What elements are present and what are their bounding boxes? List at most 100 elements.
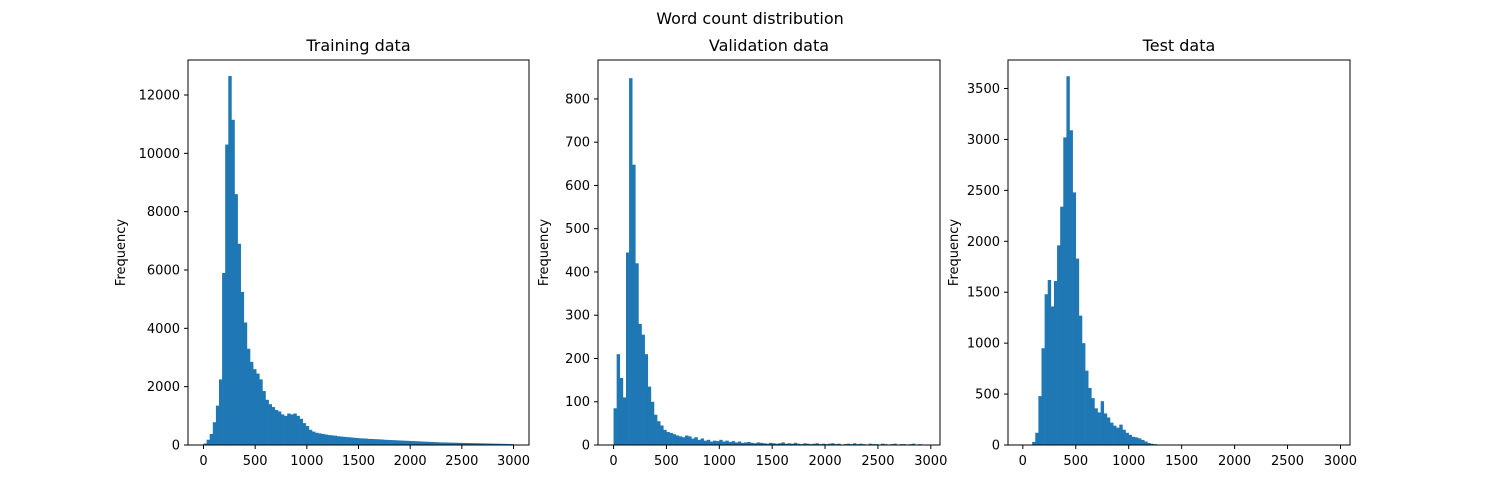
histogram-bar <box>377 439 381 445</box>
histogram-bar <box>1100 401 1105 445</box>
histogram-bar <box>650 401 655 445</box>
histogram-bar <box>685 435 689 445</box>
histogram-bar <box>691 438 695 445</box>
histogram-bar <box>445 442 449 445</box>
histogram-bar <box>688 436 692 445</box>
x-tick-label: 0 <box>199 454 207 469</box>
histogram-bar <box>1085 370 1089 445</box>
histogram-bar <box>703 440 708 445</box>
histogram-bar <box>846 443 851 445</box>
axes-frame <box>1007 59 1351 446</box>
histogram-bar <box>1138 438 1142 445</box>
histogram-bar <box>625 252 630 445</box>
histogram-bar <box>284 415 288 445</box>
histogram-bar <box>657 421 661 445</box>
histogram-bar <box>744 442 748 445</box>
x-tick-label: 1500 <box>342 454 375 469</box>
y-tick-label: 8000 <box>147 205 180 220</box>
figure-title: Word count distribution <box>656 9 844 28</box>
histogram-bar <box>1119 424 1123 445</box>
histogram-bars <box>203 76 514 446</box>
histogram-bar <box>380 439 384 445</box>
histogram-bar <box>274 410 279 445</box>
histogram-bar <box>787 443 792 445</box>
subplot-3: 0 500 1000 1500 2000 2500 3000 0 500 1000 1500 2000… <box>947 36 1357 469</box>
histogram-bar <box>482 443 486 445</box>
y-tick-label: 300 <box>565 309 590 324</box>
histogram-bar <box>1044 294 1049 445</box>
histogram-bar <box>1128 434 1133 445</box>
x-tick-label: 1000 <box>1112 454 1145 469</box>
x-tick-label: 2000 <box>394 454 427 469</box>
histogram-bar <box>203 443 207 445</box>
histogram-bar <box>641 334 645 445</box>
histogram-bar <box>246 348 251 445</box>
histogram-bar <box>619 377 624 445</box>
histogram-bar <box>305 426 310 445</box>
y-tick-label: 100 <box>565 395 590 410</box>
histogram-bar <box>868 443 872 445</box>
histogram-bars <box>613 78 925 446</box>
histogram-bar <box>243 322 248 445</box>
x-tick-label: 1000 <box>290 454 323 469</box>
histogram-bar <box>408 440 412 445</box>
histogram-bar <box>1035 432 1039 445</box>
histogram-bar <box>647 386 652 445</box>
histogram-bar <box>716 441 720 445</box>
histogram-bar <box>349 437 353 445</box>
axes-frame <box>597 59 941 446</box>
histogram-bar <box>411 441 415 445</box>
histogram-bar <box>417 441 421 445</box>
histogram-bar <box>228 76 232 445</box>
histogram-bar <box>725 440 729 445</box>
histogram-bar <box>653 414 658 445</box>
histogram-bar <box>386 439 390 445</box>
histogram-bar <box>694 437 698 445</box>
histogram-bar <box>457 442 462 445</box>
histogram-bar <box>616 354 621 445</box>
histogram-bar <box>470 443 474 445</box>
histogram-bar <box>812 443 816 445</box>
histogram-bar <box>383 439 387 445</box>
histogram-bar <box>681 437 686 445</box>
histogram-bar <box>268 404 272 445</box>
histogram-bar <box>719 439 723 445</box>
histogram-bar <box>442 442 446 445</box>
histogram-bar <box>1060 206 1064 445</box>
histogram-bar <box>678 436 683 445</box>
histogram-bar <box>666 432 670 445</box>
histogram-bar <box>346 437 350 446</box>
histogram-bar <box>448 442 452 445</box>
histogram-bar <box>756 442 760 445</box>
x-tick-label: 500 <box>1063 454 1088 469</box>
y-tick-label: 10000 <box>139 147 180 162</box>
x-tick-label: 1500 <box>1165 454 1198 469</box>
histogram-bar <box>315 432 319 445</box>
histogram-bars <box>1029 76 1195 446</box>
histogram-bar <box>765 443 770 445</box>
y-tick-label: 0 <box>992 439 1000 454</box>
subplot-title: Validation data <box>709 36 829 55</box>
y-tick-label: 800 <box>565 92 590 107</box>
histogram-bar <box>815 443 820 445</box>
histogram-bar <box>361 438 365 445</box>
subplots: 0 500 1000 1500 2000 2500 30000200040006000800… <box>114 36 1357 469</box>
x-tick-label: 2500 <box>445 454 478 469</box>
histogram-bar <box>460 442 465 445</box>
histogram-bar <box>479 443 483 445</box>
histogram-bar <box>436 442 440 445</box>
histogram-bar <box>321 433 325 445</box>
histogram-bar <box>796 443 801 445</box>
histogram-bar <box>669 432 673 445</box>
histogram-bar <box>491 443 496 445</box>
y-tick-label: 500 <box>975 388 1000 403</box>
histogram-bar <box>494 443 499 445</box>
histogram-bar <box>1091 398 1095 445</box>
histogram-bar <box>762 443 767 445</box>
histogram-bar <box>395 440 400 445</box>
histogram-bar <box>1097 412 1101 445</box>
histogram-bar <box>803 443 807 445</box>
histogram-bar <box>1144 441 1148 445</box>
histogram-bar <box>463 442 468 445</box>
histogram-bar <box>231 119 235 445</box>
